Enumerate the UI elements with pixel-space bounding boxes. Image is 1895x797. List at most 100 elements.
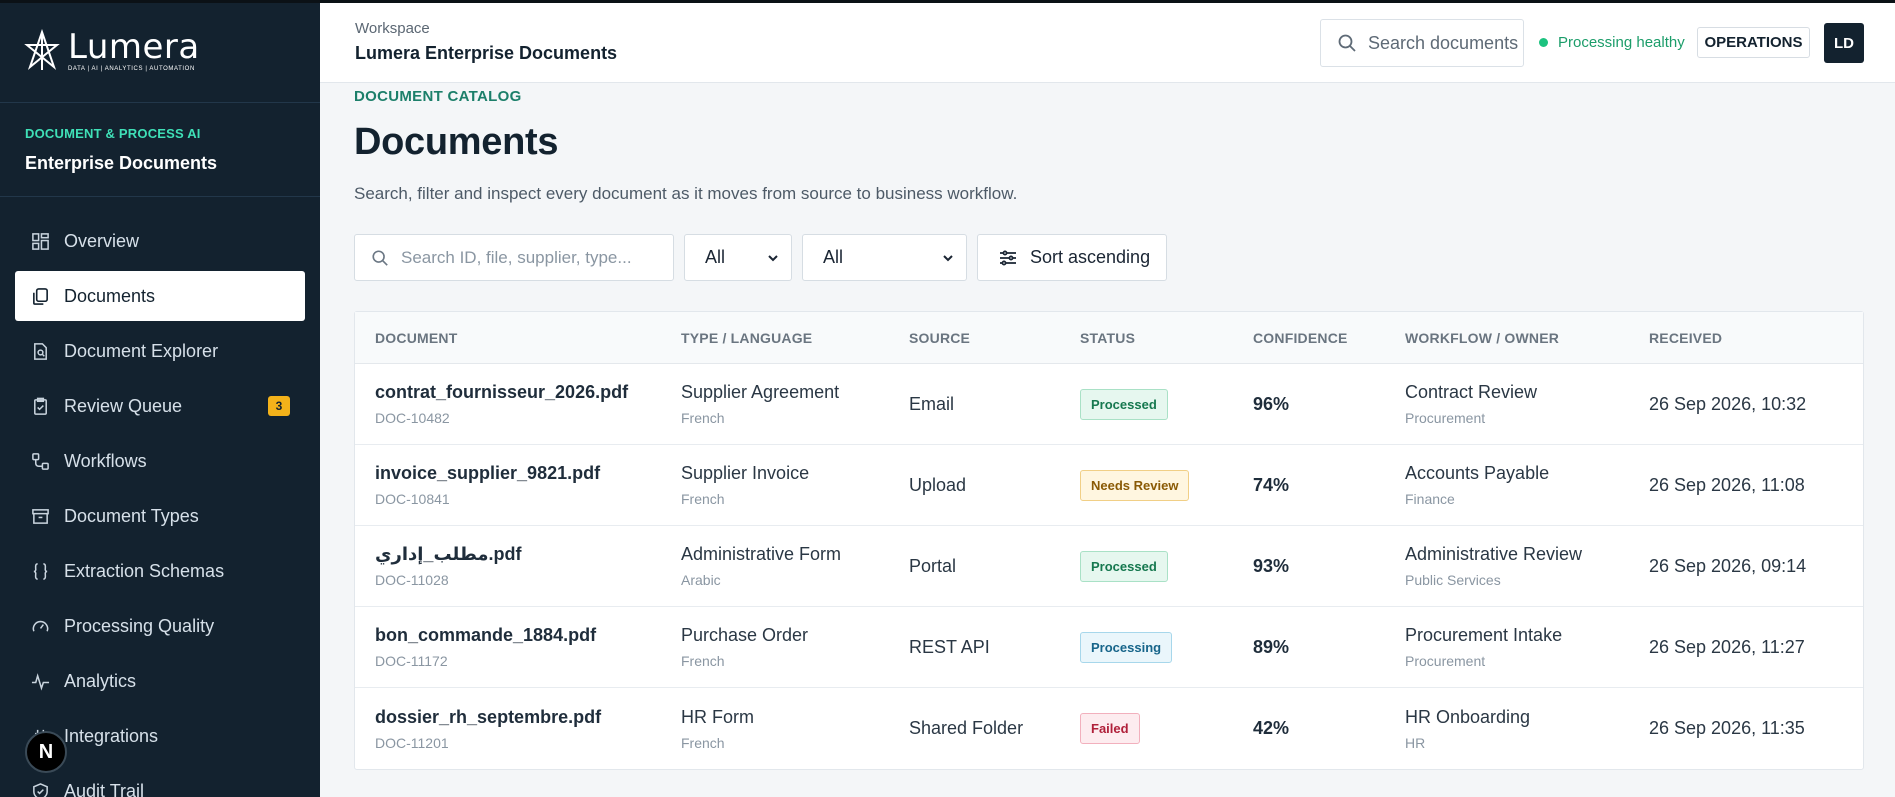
- document-file-name[interactable]: dossier_rh_septembre.pdf: [375, 706, 602, 727]
- global-search-placeholder: Search documents: [1368, 32, 1519, 53]
- dev-tools-button[interactable]: N: [25, 731, 67, 773]
- status-badge: Processed: [1080, 388, 1168, 420]
- sidebar-nav: Overview Documents Document Explorer Rev…: [0, 197, 320, 797]
- sidebar-item-label: Document Explorer: [64, 340, 219, 361]
- sort-button[interactable]: Sort ascending: [977, 234, 1167, 281]
- confidence-value: 93%: [1253, 555, 1290, 576]
- document-file-name[interactable]: contrat_fournisseur_2026.pdf: [375, 382, 629, 402]
- sort-button-label: Sort ascending: [1030, 247, 1151, 267]
- status-dot-icon: [1539, 38, 1548, 47]
- search-icon: [1338, 34, 1356, 52]
- document-id: DOC-11201: [375, 734, 449, 751]
- file-search-icon: [30, 341, 50, 361]
- document-file-name[interactable]: bon_commande_1884.pdf: [375, 625, 597, 645]
- section-title: Enterprise Documents: [25, 153, 218, 173]
- grid-icon: [30, 231, 50, 251]
- status-filter-select[interactable]: All: [802, 234, 967, 281]
- sidebar-item-audit-trail[interactable]: Audit Trail: [15, 766, 305, 797]
- sidebar-item-review-queue[interactable]: Review Queue 3: [15, 381, 305, 431]
- sidebar-item-document-types[interactable]: Document Types: [15, 491, 305, 541]
- chevron-down-icon: [768, 254, 778, 261]
- status-badge: Needs Review: [1080, 469, 1190, 501]
- document-search-input[interactable]: Search ID, file, supplier, type...: [354, 234, 674, 281]
- column-header-status[interactable]: STATUS: [1080, 329, 1136, 346]
- brand-logo[interactable]: Lumera DATA | AI | ANALYTICS | AUTOMATIO…: [24, 29, 200, 73]
- braces-icon: [30, 561, 50, 581]
- operations-role-button[interactable]: OPERATIONS: [1697, 27, 1810, 58]
- document-source: Portal: [909, 555, 957, 576]
- activity-icon: [30, 671, 50, 691]
- table-row[interactable]: dossier_rh_septembre.pdf DOC-11201 HR For…: [355, 688, 1863, 769]
- sidebar-item-label: Integrations: [64, 725, 159, 746]
- document-language: French: [681, 734, 725, 751]
- sidebar-item-workflows[interactable]: Workflows: [15, 436, 305, 486]
- received-timestamp: 26 Sep 2026, 09:14: [1649, 555, 1807, 576]
- sidebar-item-extraction-schemas[interactable]: Extraction Schemas: [15, 546, 305, 596]
- document-id: DOC-10841: [375, 491, 450, 507]
- clipboard-icon: [30, 396, 50, 416]
- received-timestamp: 26 Sep 2026, 11:27: [1649, 636, 1805, 657]
- type-filter-select[interactable]: All: [684, 234, 792, 281]
- confidence-value: 96%: [1253, 393, 1290, 414]
- sliders-icon: [1000, 250, 1016, 265]
- page-title: Documents: [354, 121, 559, 163]
- sidebar-item-label: Extraction Schemas: [64, 560, 225, 581]
- sidebar-item-label: Processing Quality: [64, 615, 215, 636]
- document-language: Arabic: [681, 572, 721, 588]
- document-type: Supplier Invoice: [681, 463, 810, 483]
- workflow-name: Procurement Intake: [1405, 625, 1563, 645]
- global-search-input[interactable]: Search documents: [1320, 19, 1524, 67]
- workflow-owner: Finance: [1405, 491, 1455, 507]
- gauge-icon: [30, 616, 50, 636]
- workflow-icon: [30, 451, 50, 471]
- workflow-name: HR Onboarding: [1405, 706, 1531, 727]
- table-row[interactable]: bon_commande_1884.pdf DOC-11172 Purchase …: [355, 607, 1863, 688]
- column-header-type[interactable]: TYPE / LANGUAGE: [681, 329, 813, 346]
- sidebar-item-overview[interactable]: Overview: [15, 216, 305, 266]
- documents-table: DOCUMENT TYPE / LANGUAGE SOURCE STATUS C…: [354, 311, 1864, 770]
- confidence-value: 89%: [1253, 636, 1290, 657]
- workspace-section: DOCUMENT & PROCESS AI Enterprise Documen…: [0, 103, 320, 197]
- document-type: Supplier Agreement: [681, 382, 840, 402]
- brand-tagline: DATA | AI | ANALYTICS | AUTOMATION: [68, 66, 195, 72]
- column-header-document[interactable]: DOCUMENT: [375, 329, 458, 346]
- confidence-value: 42%: [1253, 718, 1290, 738]
- document-file-name[interactable]: مطلب_إداري.pdf: [375, 544, 522, 564]
- sidebar-item-processing-quality[interactable]: Processing Quality: [15, 601, 305, 651]
- document-id: DOC-11172: [375, 653, 448, 669]
- table-header: DOCUMENT TYPE / LANGUAGE SOURCE STATUS C…: [355, 312, 1863, 364]
- document-language: French: [681, 653, 725, 669]
- user-avatar[interactable]: LD: [1824, 23, 1864, 63]
- filter-bar: Search ID, file, supplier, type... All A…: [354, 234, 1864, 281]
- sidebar-item-label: Documents: [64, 285, 156, 306]
- column-header-confidence[interactable]: CONFIDENCE: [1253, 329, 1348, 346]
- top-header: Workspace Lumera Enterprise Documents Se…: [320, 3, 1895, 83]
- window-top-edge: [0, 0, 1895, 3]
- documents-icon: [30, 286, 50, 306]
- workflow-owner: Public Services: [1405, 572, 1501, 588]
- workspace-title: Lumera Enterprise Documents: [355, 43, 618, 63]
- sidebar-item-documents[interactable]: Documents: [15, 271, 305, 321]
- received-timestamp: 26 Sep 2026, 11:35: [1649, 718, 1805, 738]
- table-row[interactable]: مطلب_إداري.pdf DOC-11028 Administrative F…: [355, 526, 1863, 607]
- document-source: Email: [909, 393, 955, 414]
- column-header-workflow[interactable]: WORKFLOW / OWNER: [1405, 329, 1560, 346]
- confidence-value: 74%: [1253, 474, 1290, 495]
- document-id: DOC-11028: [375, 572, 449, 588]
- table-row[interactable]: contrat_fournisseur_2026.pdf DOC-10482 Su…: [355, 364, 1863, 445]
- column-header-received[interactable]: RECEIVED: [1649, 329, 1723, 346]
- brand-name: Lumera: [68, 27, 200, 67]
- sidebar-item-label: Document Types: [64, 505, 199, 526]
- workflow-name: Accounts Payable: [1405, 463, 1550, 483]
- shield-check-icon: [30, 781, 50, 797]
- status-badge: Processing: [1080, 631, 1173, 663]
- table-row[interactable]: invoice_supplier_9821.pdf DOC-10841 Suppl…: [355, 445, 1863, 526]
- column-header-source[interactable]: SOURCE: [909, 329, 971, 346]
- received-timestamp: 26 Sep 2026, 10:32: [1649, 393, 1807, 414]
- sidebar-item-label: Audit Trail: [64, 780, 145, 797]
- sidebar-item-document-explorer[interactable]: Document Explorer: [15, 326, 305, 376]
- sidebar-item-label: Overview: [64, 230, 140, 251]
- section-kicker: DOCUMENT & PROCESS AI: [25, 126, 201, 141]
- document-file-name[interactable]: invoice_supplier_9821.pdf: [375, 463, 601, 483]
- sidebar-item-analytics[interactable]: Analytics: [15, 656, 305, 706]
